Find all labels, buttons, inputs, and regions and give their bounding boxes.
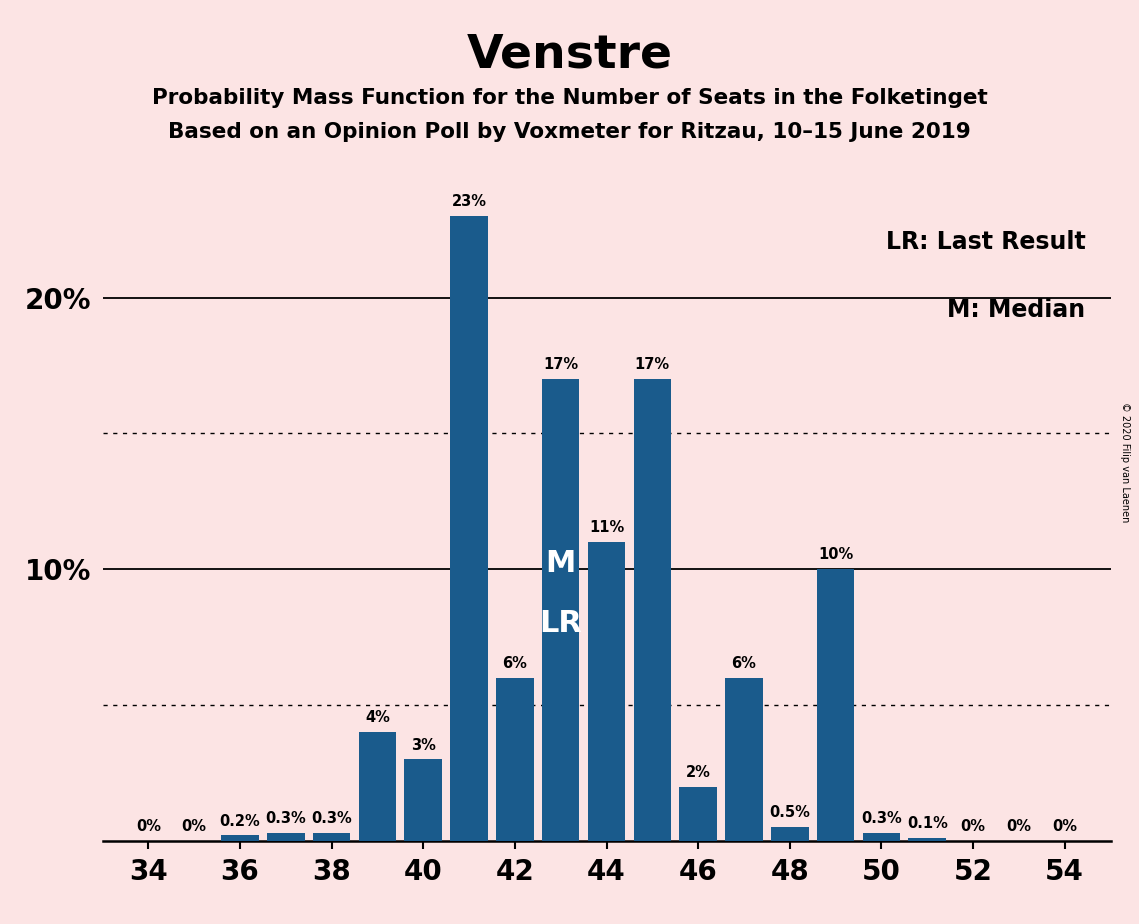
Text: Probability Mass Function for the Number of Seats in the Folketinget: Probability Mass Function for the Number… <box>151 88 988 108</box>
Text: 0%: 0% <box>136 819 161 834</box>
Bar <box>817 569 854 841</box>
Bar <box>633 379 671 841</box>
Text: M: M <box>546 549 576 578</box>
Text: LR: Last Result: LR: Last Result <box>886 230 1085 253</box>
Text: 10%: 10% <box>818 547 853 563</box>
Bar <box>221 835 259 841</box>
Text: 0%: 0% <box>1052 819 1077 834</box>
Text: 6%: 6% <box>731 656 756 671</box>
Text: M: Median: M: Median <box>948 298 1085 322</box>
Text: 17%: 17% <box>634 358 670 372</box>
Bar <box>909 838 947 841</box>
Bar <box>771 827 809 841</box>
Bar <box>588 542 625 841</box>
Text: 0.3%: 0.3% <box>861 811 902 826</box>
Bar <box>862 833 900 841</box>
Text: 0%: 0% <box>181 819 206 834</box>
Text: 2%: 2% <box>686 765 711 780</box>
Bar <box>359 732 396 841</box>
Bar <box>542 379 580 841</box>
Bar <box>497 678 534 841</box>
Bar <box>404 760 442 841</box>
Text: 0.2%: 0.2% <box>220 814 261 829</box>
Text: 0.1%: 0.1% <box>907 816 948 832</box>
Bar <box>679 786 716 841</box>
Bar <box>450 216 487 841</box>
Text: 3%: 3% <box>411 737 436 752</box>
Text: © 2020 Filip van Laenen: © 2020 Filip van Laenen <box>1121 402 1130 522</box>
Text: Based on an Opinion Poll by Voxmeter for Ritzau, 10–15 June 2019: Based on an Opinion Poll by Voxmeter for… <box>169 122 970 142</box>
Text: 0%: 0% <box>960 819 985 834</box>
Bar <box>726 678 763 841</box>
Text: 6%: 6% <box>502 656 527 671</box>
Text: 17%: 17% <box>543 358 579 372</box>
Bar <box>267 833 304 841</box>
Text: 23%: 23% <box>451 194 486 209</box>
Text: 0.3%: 0.3% <box>311 811 352 826</box>
Text: 0.5%: 0.5% <box>769 806 810 821</box>
Text: 11%: 11% <box>589 520 624 535</box>
Text: 0%: 0% <box>1007 819 1032 834</box>
Text: LR: LR <box>539 609 582 638</box>
Text: 0.3%: 0.3% <box>265 811 306 826</box>
Bar <box>313 833 351 841</box>
Text: Venstre: Venstre <box>467 32 672 78</box>
Text: 4%: 4% <box>364 711 390 725</box>
